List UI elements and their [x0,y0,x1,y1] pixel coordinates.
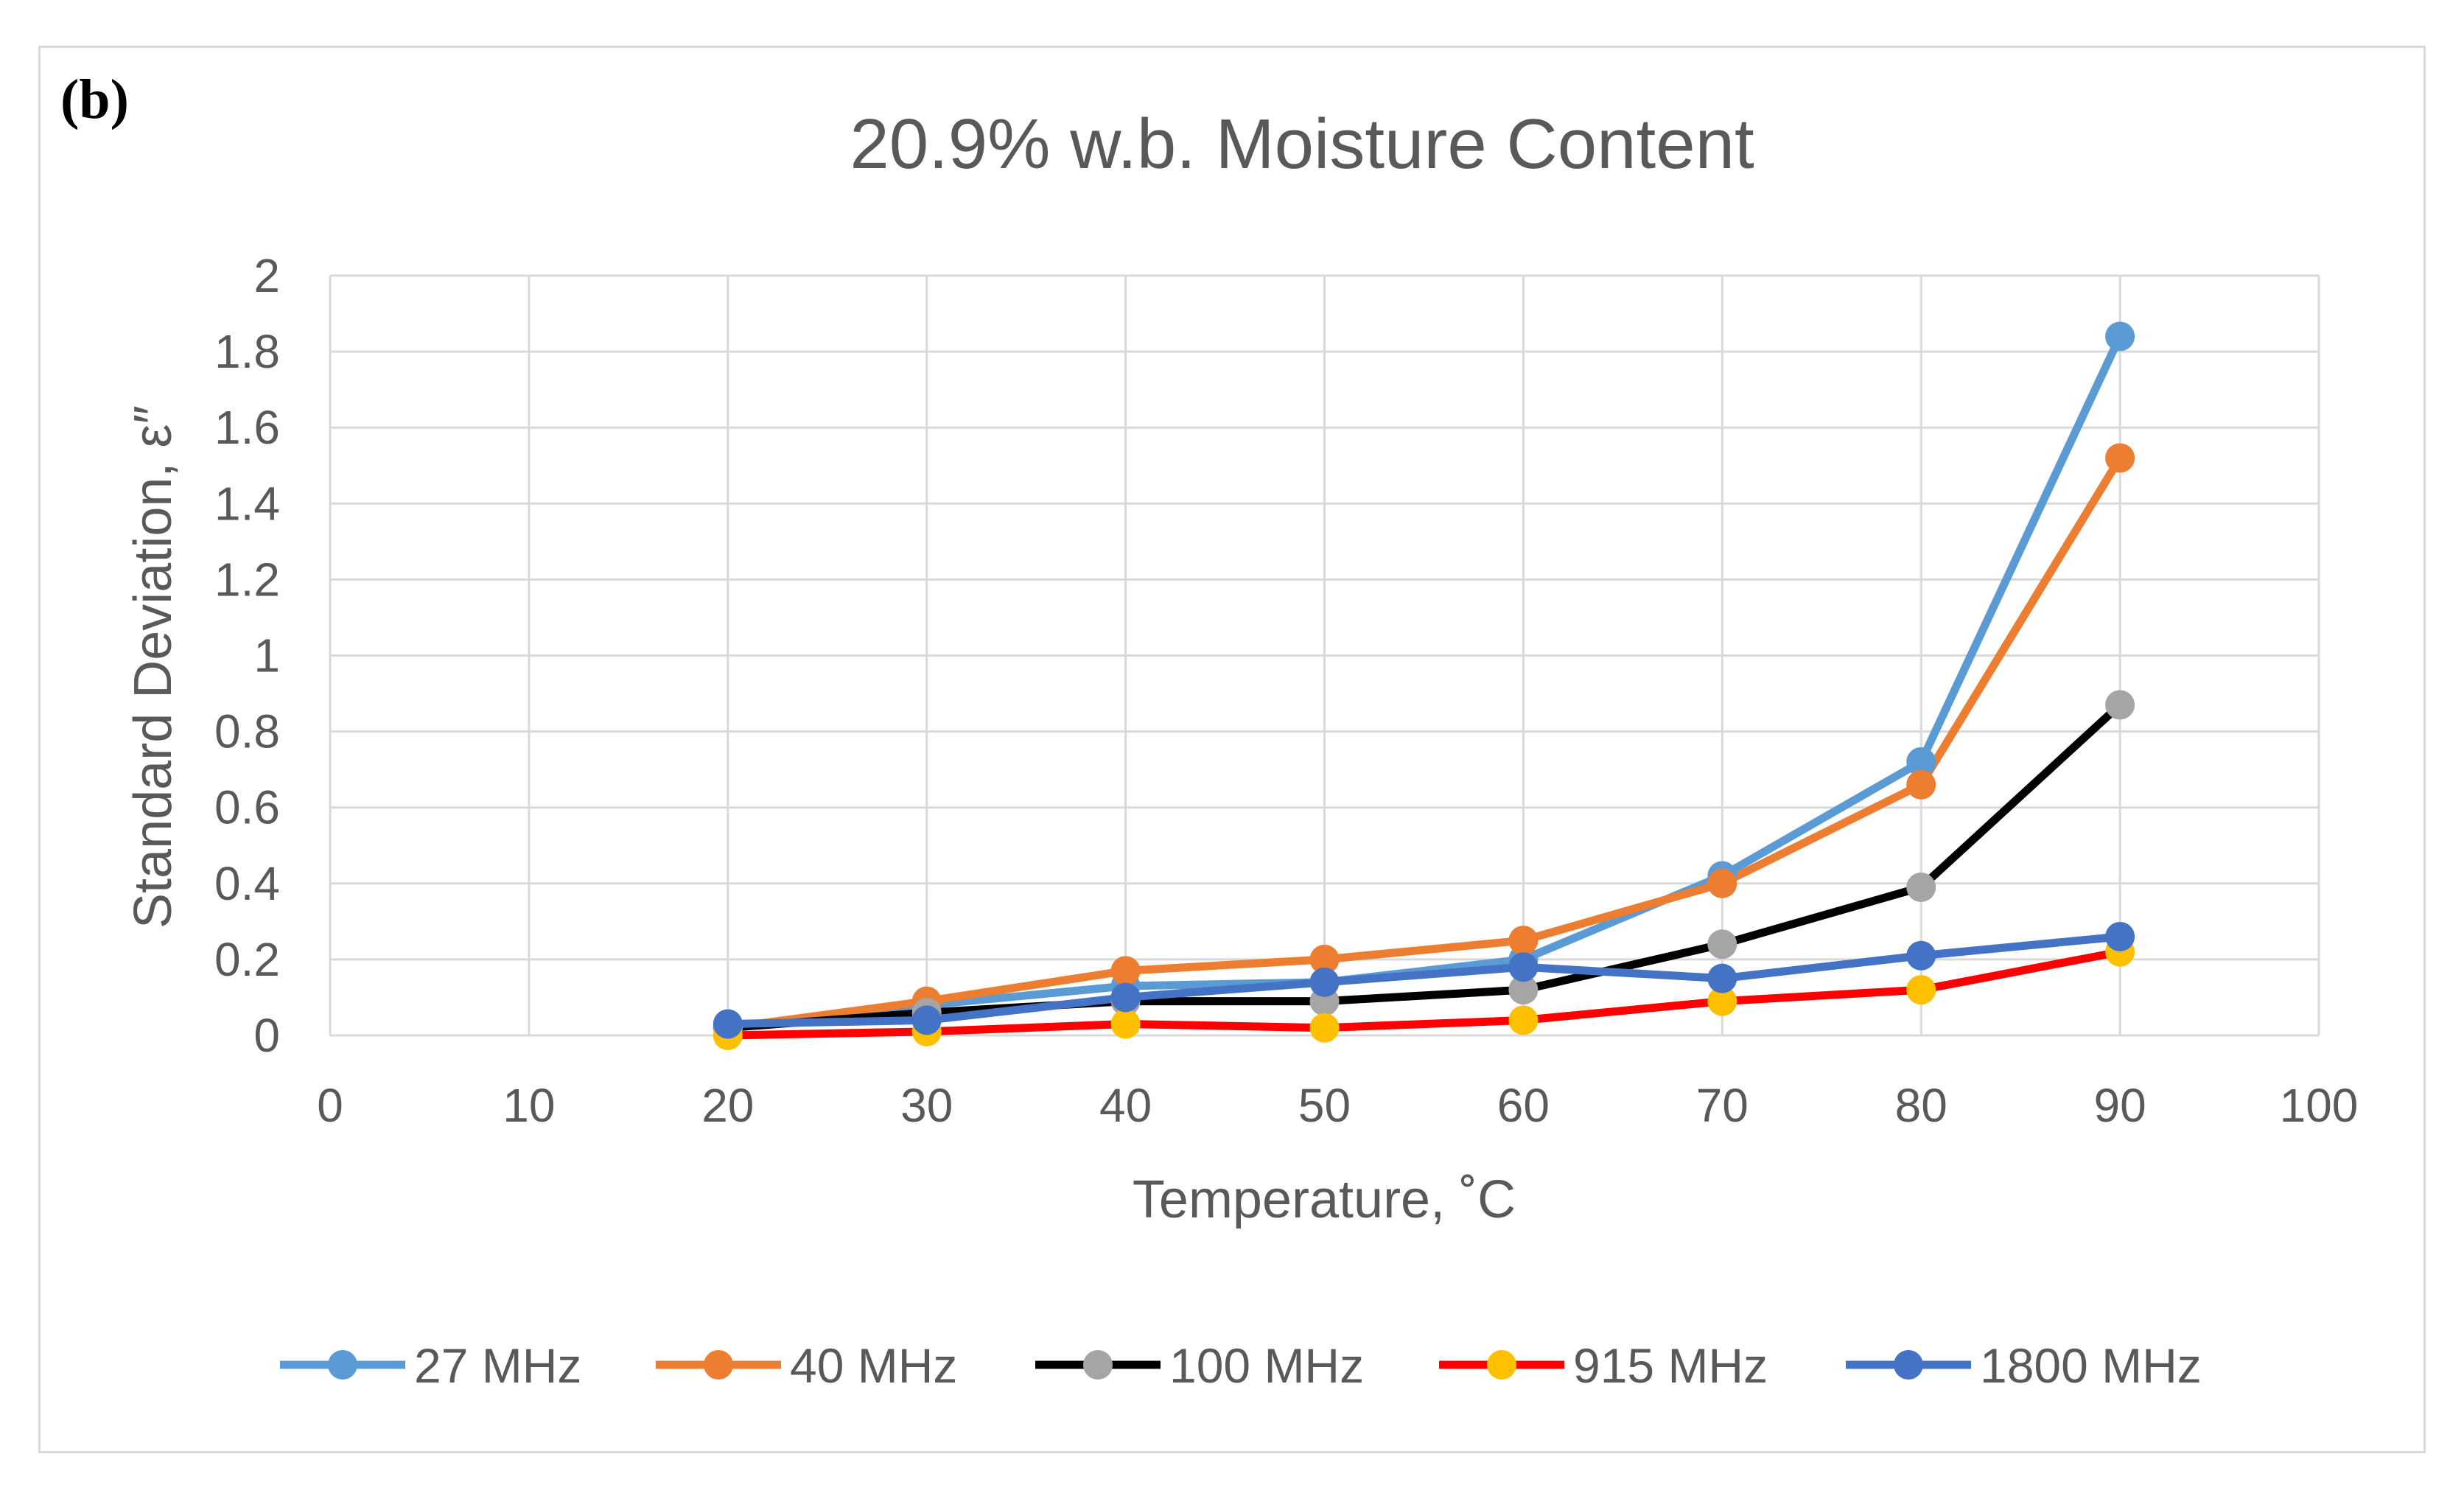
legend-label: 100 MHz [1169,1338,1364,1393]
data-point [2105,443,2135,473]
legend-label: 40 MHz [790,1338,957,1393]
x-tick-label: 100 [2280,1079,2359,1132]
data-point [1110,1009,1141,1039]
legend-label: 27 MHz [414,1338,581,1393]
data-point [1309,944,1340,974]
data-point [1906,872,1936,902]
chart-title: 20.9% w.b. Moisture Content [850,105,1754,183]
y-tick-label: 1.8 [214,325,280,378]
data-point [1110,982,1141,1013]
x-tick-label: 40 [1099,1079,1152,1132]
legend-marker [704,1350,733,1380]
x-tick-label: 60 [1497,1079,1550,1132]
legend-marker [1083,1350,1113,1380]
data-point [1110,956,1141,986]
series-group [713,321,2135,1050]
y-tick-label: 1.4 [214,477,280,530]
data-point [1707,868,1737,898]
data-point [1906,769,1936,800]
data-point [1707,986,1737,1016]
data-point [1906,940,1936,971]
y-tick-label: 0.6 [214,781,280,834]
y-tick-label: 1.2 [214,553,280,606]
legend-marker [1487,1350,1516,1380]
data-point [1906,747,1936,777]
x-tick-label: 10 [503,1079,555,1132]
y-tick-label: 1.6 [214,401,280,454]
series-line [724,948,2124,1040]
y-tick-label: 0.2 [214,933,280,986]
legend-marker [1894,1350,1923,1380]
x-axis-label: Temperature, ˚C [1133,1170,1516,1229]
series-line [724,332,2124,1032]
y-tick-label: 0 [253,1009,280,1062]
x-tick-label: 30 [900,1079,953,1132]
x-tick-label: 80 [1895,1079,1947,1132]
x-tick-label: 0 [317,1079,343,1132]
data-point [713,1009,743,1039]
grid [329,274,2320,1037]
data-point [1309,967,1340,997]
x-tick-label: 50 [1298,1079,1351,1132]
series-line [724,932,2124,1029]
legend-label: 1800 MHz [1980,1338,2202,1393]
panel-label: (b) [60,69,129,130]
data-point [1508,926,1539,956]
legend-label: 915 MHz [1573,1338,1768,1393]
y-tick-label: 0.4 [214,857,280,910]
data-point [2105,321,2135,352]
data-point [2105,690,2135,720]
chart-frame [38,46,2426,1453]
series-line [724,453,2124,1032]
data-point [1707,929,1737,960]
y-axis-label: Standard Deviation, ε″ [124,405,183,929]
y-tick-label: 1 [253,629,280,682]
x-tick-label: 70 [1696,1079,1749,1132]
legend: 27 MHz 40 MHz 100 MHz 915 MHz 1800 MHz [280,1338,2202,1393]
x-tick-label: 90 [2094,1079,2146,1132]
legend-marker [328,1350,357,1380]
data-point [911,1005,942,1035]
data-point [1707,963,1737,993]
data-point [1508,952,1539,982]
data-point [1508,1005,1539,1035]
data-point [1508,975,1539,1005]
y-tick-label: 2 [253,249,280,302]
data-point [1309,1013,1340,1043]
series-line [724,701,2124,1032]
x-tick-label: 20 [701,1079,754,1132]
axes: 0 10 20 30 40 50 60 70 80 90 100 0 0.2 0.4 0.6 0.8 1 1.2 1… [214,249,2358,1132]
data-point [2105,921,2135,951]
data-point [1906,975,1936,1005]
y-tick-label: 0.8 [214,705,280,758]
